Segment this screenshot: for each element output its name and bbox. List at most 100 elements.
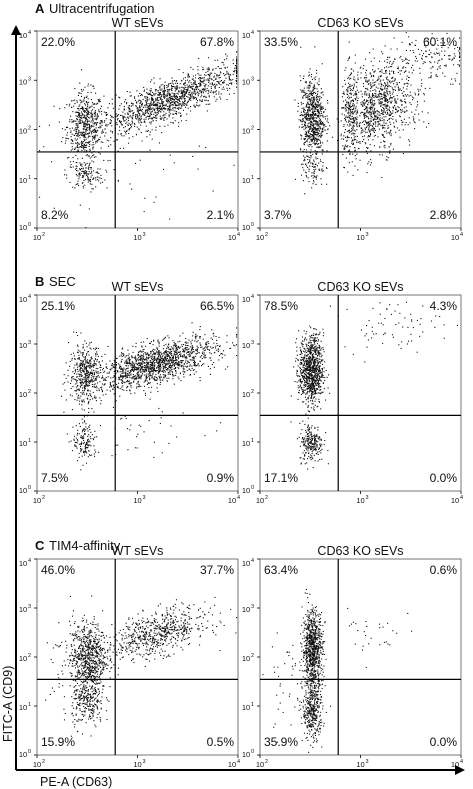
data-point [98,172,100,174]
data-point [406,85,408,87]
data-point [366,146,368,148]
data-point [139,102,141,104]
data-point [317,146,319,148]
data-point [201,99,203,101]
data-point [311,121,313,123]
data-point [79,374,81,376]
data-point [83,114,85,116]
data-point [236,60,238,62]
data-point [381,117,383,119]
data-point [175,96,177,98]
data-point [85,109,87,111]
data-point [78,116,80,118]
data-point [213,92,215,94]
data-point [82,175,84,177]
data-point [343,93,345,95]
data-point [155,105,157,107]
data-point [81,364,83,366]
data-point [141,94,143,96]
data-point [308,135,310,137]
data-point [90,363,92,365]
data-point [365,80,367,82]
data-point [98,362,100,364]
data-point [386,105,388,107]
data-point [150,103,152,105]
data-point [317,102,319,104]
data-point [389,121,391,123]
data-point [159,103,161,105]
data-point [407,94,409,96]
data-point [85,167,87,169]
data-point [96,118,98,120]
data-point [123,115,125,117]
data-point [363,103,365,105]
data-point [81,393,83,395]
x-tick-exponent: 3 [143,232,146,238]
data-point [389,73,391,75]
data-point [315,121,317,123]
data-point [91,115,93,117]
x-tick-label: 10 [451,233,459,242]
data-point [318,84,320,86]
data-point [76,143,78,145]
data-point [89,347,91,349]
data-point [201,94,203,96]
data-point [93,364,95,366]
data-point [75,139,77,141]
data-point [356,135,358,137]
data-point [316,128,318,130]
data-point [171,89,173,91]
data-point [350,101,352,103]
data-point [87,370,89,372]
data-point [85,342,87,344]
data-point [185,103,187,105]
data-point [375,125,377,127]
data-point [360,77,362,79]
data-point [383,108,385,110]
data-point [130,127,132,129]
data-point [400,100,402,102]
data-point [370,97,372,99]
data-point [94,177,96,179]
data-point [119,367,121,369]
data-point [183,373,185,375]
data-point [89,342,91,344]
data-point [371,108,373,110]
data-point [353,125,355,127]
data-point [93,144,95,146]
data-point [164,336,166,338]
data-point [309,118,311,120]
data-point [64,107,66,109]
data-point [310,121,312,123]
data-point [87,403,89,405]
data-point [76,127,78,129]
data-point [350,74,352,76]
data-point [106,187,108,189]
data-point [122,353,124,355]
data-point [150,81,152,83]
data-point [84,149,86,151]
data-point [80,133,82,135]
data-point [205,96,207,98]
data-point [342,86,344,88]
data-point [131,126,133,128]
data-point [322,121,324,123]
data-point [301,114,303,116]
data-point [315,176,317,178]
data-point [79,121,81,123]
data-point [301,123,303,125]
data-point [308,88,310,90]
data-point [305,119,307,121]
data-point [442,40,444,42]
data-point [82,436,84,438]
data-point [393,73,395,75]
data-point [353,70,355,72]
data-point [89,125,91,127]
data-point [383,108,385,110]
data-point [160,118,162,120]
data-point [139,159,141,161]
data-point [191,346,193,348]
data-point [365,108,367,110]
data-point [316,152,318,154]
data-point [313,105,315,107]
